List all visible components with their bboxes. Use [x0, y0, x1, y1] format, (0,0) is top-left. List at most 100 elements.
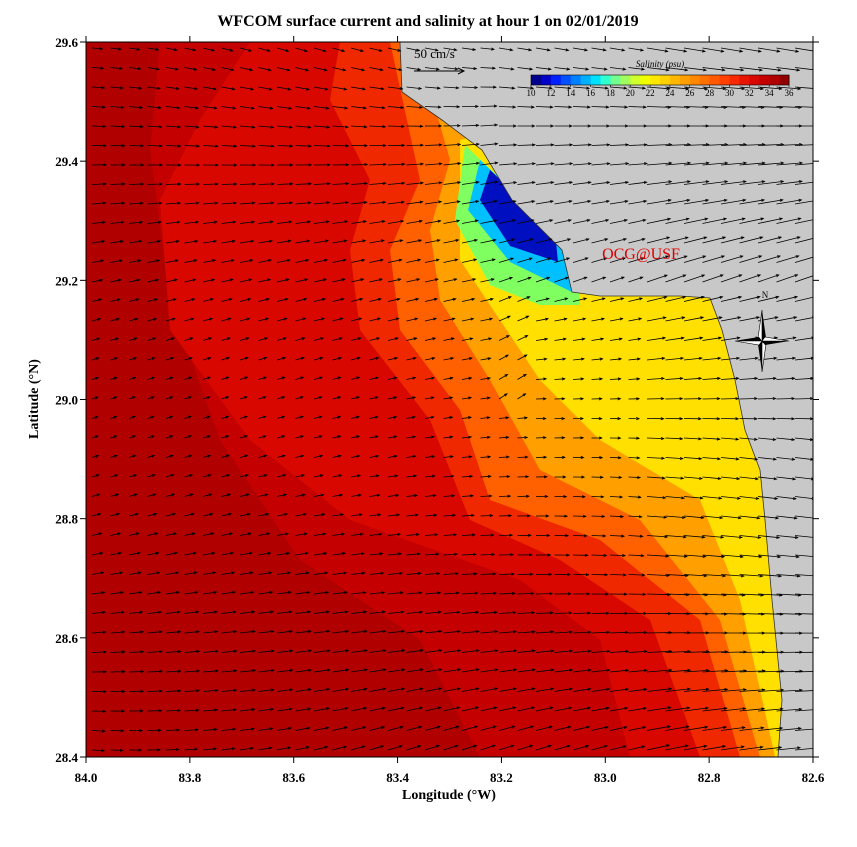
current-vector-head [815, 556, 818, 558]
current-vector [222, 184, 237, 185]
colorbar-tick-label: 24 [665, 88, 675, 98]
colorbar-cell [610, 75, 620, 85]
current-vector [92, 126, 106, 127]
colorbar-cell [581, 75, 591, 85]
current-vector-head [814, 256, 817, 258]
colorbar-cell [769, 75, 779, 85]
current-vector-head [816, 88, 819, 90]
current-vector [388, 126, 404, 127]
current-vector-head [818, 162, 821, 164]
colorbar-cell [720, 75, 730, 85]
current-vector-head [818, 651, 821, 653]
title: WFCOM surface current and salinity at ho… [217, 13, 638, 30]
colorbar-cell [571, 75, 581, 85]
current-vector-head [814, 50, 817, 52]
current-vector [129, 672, 143, 673]
watermark: OCG@USF [602, 246, 680, 263]
colorbar-tick-label: 36 [785, 88, 795, 98]
colorbar-tick-label: 12 [546, 88, 555, 98]
current-vector-head [817, 728, 820, 730]
current-vector [610, 575, 626, 576]
colorbar-cell [640, 75, 650, 85]
colorbar-cell [660, 75, 670, 85]
current-vector-head [816, 218, 819, 220]
colorbar-cell [551, 75, 561, 85]
colorbar-tick-label: 26 [685, 88, 695, 98]
current-vector-head [816, 747, 819, 749]
current-vector-head [817, 613, 820, 615]
y-tick-label: 28.6 [55, 631, 78, 646]
current-vector [758, 399, 776, 400]
current-vector-head [818, 181, 821, 183]
y-tick-label: 28.4 [55, 750, 78, 765]
current-vector [481, 106, 497, 107]
colorbar-cell [690, 75, 700, 85]
x-tick-label: 83.2 [490, 770, 513, 785]
current-vector [629, 633, 647, 634]
y-tick-label: 29.6 [55, 35, 78, 50]
colorbar-cell [739, 75, 749, 85]
x-tick-label: 83.0 [594, 770, 617, 785]
colorbar-cell [591, 75, 601, 85]
x-tick-label: 83.8 [178, 770, 201, 785]
x-tick-label: 82.6 [802, 770, 825, 785]
colorbar-tick-label: 14 [566, 88, 576, 98]
current-vector-head [813, 275, 816, 277]
colorbar-cell [680, 75, 690, 85]
current-vector [573, 613, 590, 614]
current-vector [592, 536, 606, 537]
current-vector-head [816, 237, 819, 239]
current-vector [481, 535, 494, 536]
colorbar-cell [749, 75, 759, 85]
current-vector [721, 399, 738, 400]
current-vector-head [818, 143, 821, 145]
colorbar-title: Salinity (psu) [636, 59, 684, 69]
current-vector [351, 165, 367, 166]
colorbar-cell [600, 75, 610, 85]
current-vector [129, 184, 143, 185]
y-tick-label: 28.8 [55, 512, 78, 527]
colorbar-cell [630, 75, 640, 85]
scale-arrow-label: 50 cm/s [414, 46, 455, 61]
current-vector [592, 516, 605, 517]
colorbar-tick-label: 18 [606, 88, 616, 98]
x-tick-label: 84.0 [75, 770, 98, 785]
current-vector [148, 184, 162, 185]
current-vector-head [814, 536, 817, 538]
current-vector-head [818, 125, 821, 127]
current-vector-head [818, 632, 821, 634]
colorbar-tick-label: 34 [765, 88, 775, 98]
current-vector [148, 146, 162, 147]
colorbar-tick-label: 30 [725, 88, 735, 98]
colorbar-cell [561, 75, 571, 85]
current-vector-head [817, 106, 820, 108]
current-vector-head [817, 199, 820, 201]
current-vector [203, 184, 218, 185]
colorbar-cell [729, 75, 739, 85]
colorbar-tick-label: 28 [705, 88, 715, 98]
colorbar-cell [710, 75, 720, 85]
current-vector [795, 399, 813, 400]
y-tick-label: 29.2 [55, 273, 78, 288]
current-vector [740, 399, 758, 400]
x-tick-label: 83.4 [386, 770, 409, 785]
salinity-field [86, 42, 821, 757]
y-tick-label: 29.0 [55, 393, 78, 408]
colorbar-tick-label: 10 [527, 88, 537, 98]
y-tick-label: 29.4 [55, 154, 78, 169]
colorbar-cell [700, 75, 710, 85]
colorbar-tick-label: 20 [626, 88, 636, 98]
compass-label: N [762, 290, 769, 300]
colorbar-tick-label: 32 [745, 88, 754, 98]
colorbar-cell [620, 75, 630, 85]
x-tick-label: 83.6 [282, 770, 305, 785]
current-vector-head [816, 575, 819, 577]
current-vector [185, 184, 200, 185]
current-vector [166, 184, 181, 185]
colorbar-cell [531, 75, 541, 85]
current-vector-head [818, 670, 821, 672]
colorbar-cell [779, 75, 789, 85]
current-vector-head [818, 689, 821, 691]
colorbar-cell [650, 75, 660, 85]
current-vector-head [817, 594, 820, 596]
